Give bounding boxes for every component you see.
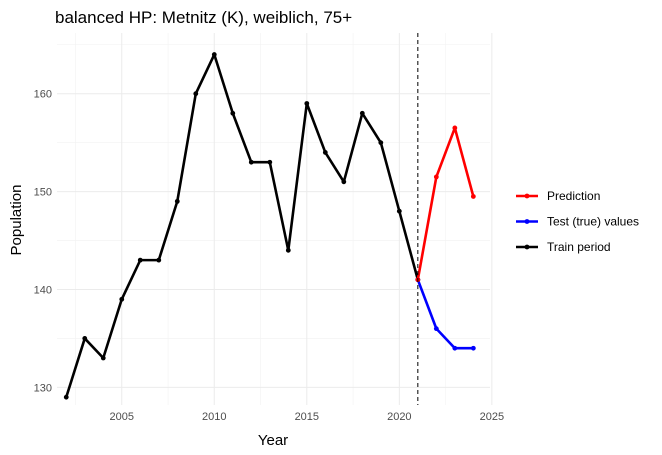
data-point-test-true-values xyxy=(452,345,458,351)
legend: Prediction Test (true) values Train period xyxy=(516,189,639,254)
data-point-train-period xyxy=(267,159,273,165)
y-tick-label: 130 xyxy=(34,382,52,394)
data-point-prediction xyxy=(470,194,476,199)
data-point-train-period xyxy=(174,198,180,204)
data-point-train-period xyxy=(304,101,310,106)
data-point-train-period xyxy=(211,52,217,57)
x-tick-label: 2015 xyxy=(295,411,319,423)
data-point-test-true-values xyxy=(470,345,476,351)
data-point-train-period xyxy=(100,355,106,361)
series-line-prediction xyxy=(416,126,475,281)
legend-key-point-test-true-values xyxy=(524,219,530,224)
data-point-train-period xyxy=(230,110,236,116)
data-point-train-period xyxy=(193,91,199,97)
data-point-train-period xyxy=(82,336,88,341)
data-point-prediction xyxy=(452,125,458,131)
data-point-train-period xyxy=(359,110,365,116)
legend-key-point-train-period xyxy=(524,244,530,250)
data-point-train-period xyxy=(285,247,291,253)
y-tick-labels: 130 140 150 160 xyxy=(34,89,52,395)
data-point-train-period xyxy=(396,208,402,214)
series-line-train-period xyxy=(64,53,420,399)
y-axis-title: Population xyxy=(8,185,25,256)
legend-label-prediction: Prediction xyxy=(547,189,600,203)
x-axis-title: Year xyxy=(258,432,288,449)
series-layer xyxy=(63,52,476,400)
data-point-train-period xyxy=(378,140,384,146)
data-point-train-period xyxy=(341,179,347,185)
data-point-train-period xyxy=(156,257,162,263)
data-point-prediction xyxy=(433,174,439,180)
data-point-train-period xyxy=(63,394,69,400)
data-point-train-period xyxy=(322,150,328,155)
major-gridlines xyxy=(57,33,493,405)
x-tick-label: 2020 xyxy=(387,411,411,423)
data-point-train-period xyxy=(248,159,254,165)
legend-label-test-true-values: Test (true) values xyxy=(547,215,639,229)
x-tick-label: 2025 xyxy=(480,411,504,423)
legend-key-point-prediction xyxy=(524,193,530,199)
x-tick-label: 2010 xyxy=(202,411,226,423)
legend-label-train-period: Train period xyxy=(547,240,611,254)
y-tick-label: 150 xyxy=(34,187,52,199)
data-point-train-period xyxy=(137,257,143,263)
chart-title: balanced HP: Metnitz (K), weiblich, 75+ xyxy=(55,8,352,27)
x-tick-labels: 2005 2010 2015 2020 2025 xyxy=(110,411,505,423)
y-tick-label: 140 xyxy=(34,284,52,296)
series-line-test-true-values xyxy=(416,278,475,350)
data-point-test-true-values xyxy=(433,326,439,332)
y-tick-label: 160 xyxy=(34,89,52,101)
minor-gridlines xyxy=(57,33,490,405)
x-tick-label: 2005 xyxy=(110,411,134,423)
data-point-train-period xyxy=(119,296,125,302)
